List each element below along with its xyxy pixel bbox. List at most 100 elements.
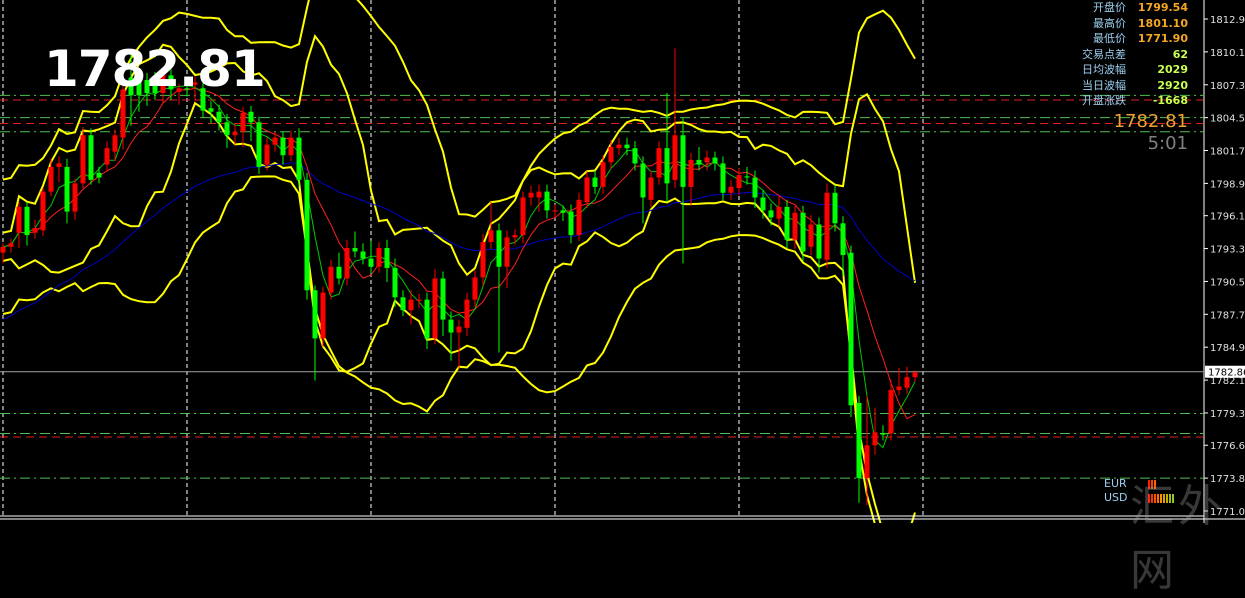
- bear-candle: [384, 239, 390, 283]
- candle-body: [488, 230, 494, 243]
- candle-body: [368, 258, 374, 267]
- bull-candle: [776, 195, 782, 227]
- bear-candle: [880, 425, 886, 441]
- bull-candle: [600, 155, 606, 194]
- bull-candle: [416, 293, 422, 308]
- bull-candle: [240, 107, 246, 147]
- bear-candle: [400, 290, 406, 317]
- bull-candle: [528, 185, 534, 206]
- bear-candle: [224, 114, 230, 149]
- candle-body: [32, 228, 38, 233]
- candle-body: [864, 445, 870, 479]
- bear-candle: [568, 204, 574, 244]
- bear-candle: [816, 217, 822, 273]
- candle-body: [776, 206, 782, 219]
- info-panel: 开盘价 1799.54 最高价 1801.10 最低价 1771.90 交易点差 62 日均波幅…: [1082, 0, 1188, 109]
- bull-candle: [0, 243, 6, 264]
- candle-body: [224, 122, 230, 136]
- candle-body: [176, 88, 182, 92]
- eur-strength-bars: [1148, 480, 1156, 489]
- candle-body: [896, 386, 902, 391]
- big-price-display: 1782.81: [44, 40, 266, 98]
- candle-body: [712, 157, 718, 164]
- price-chart[interactable]: 1812.90 1810.10 1807.30 1804.50 1801.70 1798.…: [0, 0, 1245, 523]
- info-value: 62: [1172, 47, 1188, 61]
- bull-candle: [56, 156, 62, 183]
- candle-body: [216, 111, 222, 123]
- candle-body: [632, 148, 638, 164]
- bear-candle: [352, 231, 358, 258]
- bear-candle: [768, 203, 774, 226]
- bull-candle: [464, 292, 470, 337]
- candle-body: [512, 235, 518, 238]
- candle-body: [552, 210, 558, 212]
- axis-tick-label: 1784.95: [1210, 343, 1245, 354]
- bull-candle: [872, 407, 878, 455]
- bull-candle: [40, 188, 46, 237]
- level-lines: [0, 94, 1203, 479]
- candles: [0, 48, 918, 506]
- candle-body: [856, 402, 862, 479]
- bear-candle: [312, 285, 318, 381]
- bull-candle: [104, 141, 110, 172]
- candle-body: [464, 299, 470, 328]
- info-row: 当日波幅 2920: [1082, 78, 1188, 94]
- candle-body: [720, 163, 726, 193]
- candle-body: [816, 224, 822, 259]
- candle-body: [912, 372, 918, 378]
- info-row: 开盘价 1799.54: [1082, 0, 1188, 16]
- strength-bar: [1151, 494, 1153, 503]
- bull-candle: [408, 290, 414, 325]
- bear-candle: [368, 240, 374, 274]
- candle-body: [808, 224, 814, 247]
- current-price-tag: [1205, 365, 1245, 378]
- bear-candle: [712, 151, 718, 171]
- bear-candle: [632, 141, 638, 171]
- candle-body: [872, 432, 878, 446]
- bull-candle: [792, 205, 798, 250]
- candle-body: [320, 292, 326, 339]
- info-value: 1771.90: [1137, 32, 1188, 45]
- candle-body: [696, 159, 702, 165]
- info-row: 交易点差 62: [1082, 47, 1188, 63]
- strength-bar: [1148, 480, 1150, 489]
- bear-candle: [800, 205, 806, 261]
- mid-ma-line: [2, 87, 916, 420]
- candle-body: [208, 108, 214, 112]
- candle-body: [152, 80, 158, 93]
- bear-candle: [296, 128, 302, 187]
- bull-candle: [584, 171, 590, 209]
- candle-body: [800, 212, 806, 252]
- bear-candle: [136, 70, 142, 112]
- bear-candle: [680, 117, 686, 264]
- candle-body: [376, 247, 382, 267]
- bear-candle: [624, 137, 630, 156]
- bull-candle: [80, 127, 86, 189]
- candle-body: [40, 191, 46, 231]
- candle-body: [544, 191, 550, 211]
- info-label: 最高价: [1093, 16, 1126, 30]
- info-label: 开盘涨跌: [1082, 94, 1126, 107]
- candle-body: [744, 176, 750, 178]
- candle-body: [272, 137, 278, 145]
- bull-candle: [896, 367, 902, 395]
- candle-body: [184, 88, 190, 90]
- bear-candle: [448, 311, 454, 361]
- candle-body: [504, 237, 510, 267]
- eur-label: EUR: [1104, 477, 1127, 490]
- axis-tick-label: 1796.15: [1210, 212, 1245, 223]
- candle-body: [104, 148, 110, 165]
- candle-body: [352, 247, 358, 252]
- strength-bar: [1154, 494, 1156, 503]
- candle-body: [240, 112, 246, 132]
- candle-body: [144, 80, 150, 93]
- bull-candle: [176, 83, 182, 105]
- bull-candle: [824, 183, 830, 268]
- bear-candle: [168, 69, 174, 101]
- candle-body: [528, 192, 534, 198]
- strength-bar: [1169, 494, 1171, 503]
- candle-body: [600, 162, 606, 187]
- candle-body: [112, 135, 118, 152]
- bull-candle: [288, 130, 294, 162]
- bear-candle: [128, 53, 134, 126]
